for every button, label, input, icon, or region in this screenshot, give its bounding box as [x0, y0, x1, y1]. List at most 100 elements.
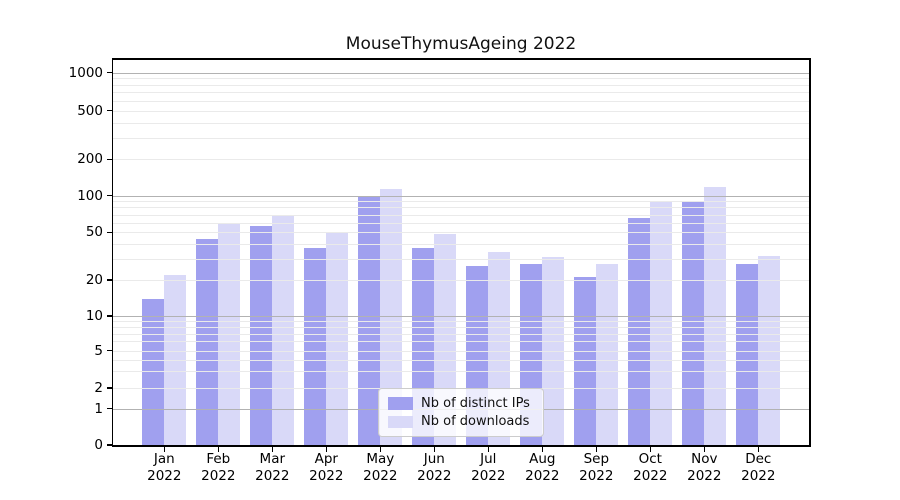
x-tick-mark — [217, 446, 219, 452]
y-tick-label: 20 — [85, 272, 103, 288]
legend-label-distinct-ips: Nb of distinct IPs — [421, 395, 530, 411]
y-tick-mark — [106, 387, 112, 389]
bar-downloads — [596, 264, 619, 445]
x-tick-label: Feb 2022 — [188, 451, 248, 484]
gridline-minor — [113, 207, 809, 209]
y-tick-label: 1000 — [68, 64, 103, 81]
x-tick-mark — [703, 446, 705, 452]
legend-item-downloads: Nb of downloads — [388, 413, 535, 432]
x-tick-year: 2022 — [633, 467, 668, 484]
y-tick-label: 100 — [77, 187, 103, 204]
x-tick-label: Jan 2022 — [134, 451, 194, 484]
bar-distinct-ips — [304, 247, 327, 445]
x-tick-mark — [163, 446, 165, 452]
x-tick-mark — [271, 446, 273, 452]
y-tick-mark — [106, 158, 112, 161]
bar-downloads — [650, 202, 673, 445]
y-tick-mark — [106, 315, 112, 317]
x-tick-year: 2022 — [309, 467, 344, 484]
y-tick-label: 50 — [85, 224, 103, 241]
y-tick-mark — [106, 349, 112, 352]
x-tick-mark — [541, 446, 543, 452]
plot-border-top — [111, 58, 811, 60]
bar-distinct-ips — [736, 264, 759, 445]
y-tick-label: 500 — [77, 102, 103, 119]
y-tick-mark — [106, 279, 112, 281]
gridline-major — [113, 316, 809, 318]
gridline-minor — [113, 110, 809, 112]
x-tick-mark — [433, 446, 435, 452]
gridline-minor — [113, 333, 809, 335]
gridline-minor — [113, 137, 809, 139]
gridline-minor — [113, 92, 809, 94]
x-tick-year: 2022 — [417, 467, 452, 484]
gridline-major — [113, 195, 809, 197]
x-tick-mark — [649, 446, 651, 452]
x-tick-label: Oct 2022 — [620, 451, 680, 484]
gridline-minor — [113, 100, 809, 102]
legend-label-downloads: Nb of downloads — [421, 414, 530, 430]
y-tick-label: 0 — [94, 437, 103, 453]
y-tick-mark — [106, 110, 112, 112]
x-tick-label: Jun 2022 — [404, 451, 464, 484]
y-tick-label: 1 — [94, 400, 103, 417]
x-tick-year: 2022 — [741, 467, 776, 484]
x-tick-month: May — [366, 451, 395, 467]
y-axis-line — [111, 58, 114, 447]
y-tick-mark — [106, 444, 112, 446]
x-tick-mark — [487, 446, 489, 452]
x-tick-year: 2022 — [201, 467, 236, 484]
bar-downloads — [272, 215, 295, 445]
y-tick-label: 10 — [85, 308, 103, 324]
bar-downloads — [758, 255, 781, 445]
gridline-minor — [113, 327, 809, 329]
x-tick-mark — [595, 446, 597, 452]
x-tick-label: Dec 2022 — [728, 451, 788, 484]
x-tick-year: 2022 — [147, 467, 182, 484]
gridline-minor — [113, 201, 809, 203]
legend-swatch-downloads — [388, 415, 413, 428]
y-tick-label: 5 — [94, 342, 103, 359]
x-tick-year: 2022 — [363, 467, 398, 484]
x-tick-month: Mar — [259, 451, 286, 467]
x-tick-label: Sep 2022 — [566, 451, 626, 484]
x-tick-year: 2022 — [471, 467, 506, 484]
bar-distinct-ips — [574, 277, 597, 445]
bar-distinct-ips — [628, 218, 651, 445]
x-tick-month: Jun — [423, 451, 445, 467]
x-tick-month: Apr — [314, 451, 338, 467]
x-tick-month: Dec — [745, 451, 772, 467]
x-tick-label: Nov 2022 — [674, 451, 734, 484]
y-tick-label: 2 — [94, 380, 103, 396]
x-tick-year: 2022 — [579, 467, 614, 484]
x-tick-year: 2022 — [525, 467, 560, 484]
bar-distinct-ips — [358, 196, 381, 445]
gridline-minor — [113, 232, 809, 234]
gridline-minor — [113, 122, 809, 124]
gridline-major — [113, 72, 809, 74]
gridline-minor — [113, 243, 809, 245]
x-tick-label: Aug 2022 — [512, 451, 572, 484]
x-tick-label: Apr 2022 — [296, 451, 356, 484]
x-tick-label: Jul 2022 — [458, 451, 518, 484]
gridline-minor — [113, 321, 809, 323]
x-tick-mark — [757, 446, 759, 452]
bar-distinct-ips — [682, 201, 705, 445]
x-tick-month: Oct — [638, 451, 662, 467]
x-tick-month: Jan — [153, 451, 175, 467]
x-tick-month: Nov — [691, 451, 718, 467]
y-tick-mark — [106, 407, 112, 410]
plot-border-right — [809, 58, 811, 447]
gridline-minor — [113, 280, 809, 281]
x-axis-line — [111, 445, 811, 447]
gridline-minor — [113, 214, 809, 216]
gridline-minor — [113, 350, 809, 352]
x-tick-mark — [379, 446, 381, 452]
gridline-minor — [113, 84, 809, 86]
gridline-minor — [113, 371, 809, 373]
legend-item-distinct-ips: Nb of distinct IPs — [388, 394, 535, 413]
x-tick-label: Mar 2022 — [242, 451, 302, 484]
x-tick-mark — [325, 446, 327, 452]
gridline-minor — [113, 78, 809, 80]
